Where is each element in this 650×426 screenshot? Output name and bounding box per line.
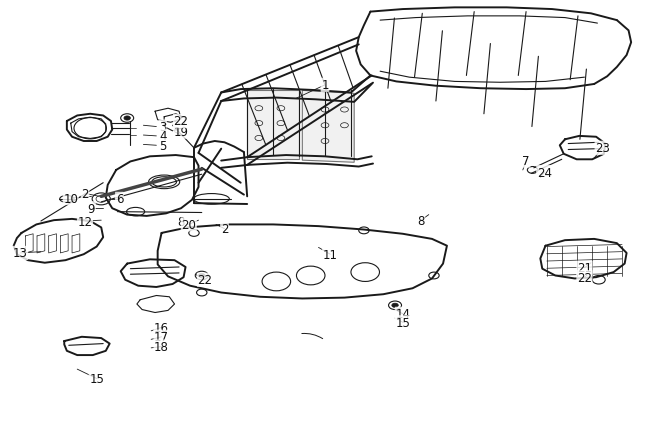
Text: 23: 23 <box>595 142 610 155</box>
Circle shape <box>124 117 131 121</box>
Text: 12: 12 <box>77 215 92 228</box>
Circle shape <box>392 303 398 308</box>
Text: 14: 14 <box>395 308 410 320</box>
Text: 6: 6 <box>116 193 123 206</box>
Text: 22: 22 <box>174 115 188 128</box>
Text: 24: 24 <box>537 166 552 179</box>
Text: 22: 22 <box>198 273 213 287</box>
Text: 2: 2 <box>81 187 89 200</box>
Text: 7: 7 <box>523 155 530 168</box>
Polygon shape <box>247 91 299 160</box>
Text: 19: 19 <box>174 126 188 139</box>
Text: 4: 4 <box>159 130 166 143</box>
Text: 15: 15 <box>395 316 410 329</box>
Text: 10: 10 <box>63 192 78 205</box>
Text: 16: 16 <box>154 321 169 334</box>
Text: 1: 1 <box>321 79 329 92</box>
Text: 18: 18 <box>154 340 169 353</box>
Text: 8: 8 <box>177 215 185 228</box>
Text: 8: 8 <box>417 214 424 227</box>
Text: 13: 13 <box>13 247 27 260</box>
Text: 20: 20 <box>181 219 196 231</box>
Text: 15: 15 <box>89 372 104 385</box>
Text: 5: 5 <box>159 139 166 153</box>
Text: 22: 22 <box>577 271 592 284</box>
Text: 9: 9 <box>88 202 96 215</box>
Circle shape <box>198 274 205 278</box>
Text: 2: 2 <box>221 223 228 236</box>
Text: 11: 11 <box>322 248 338 261</box>
Text: 17: 17 <box>154 331 169 343</box>
Polygon shape <box>302 91 354 163</box>
Text: 3: 3 <box>159 121 166 134</box>
Text: 21: 21 <box>577 262 592 275</box>
